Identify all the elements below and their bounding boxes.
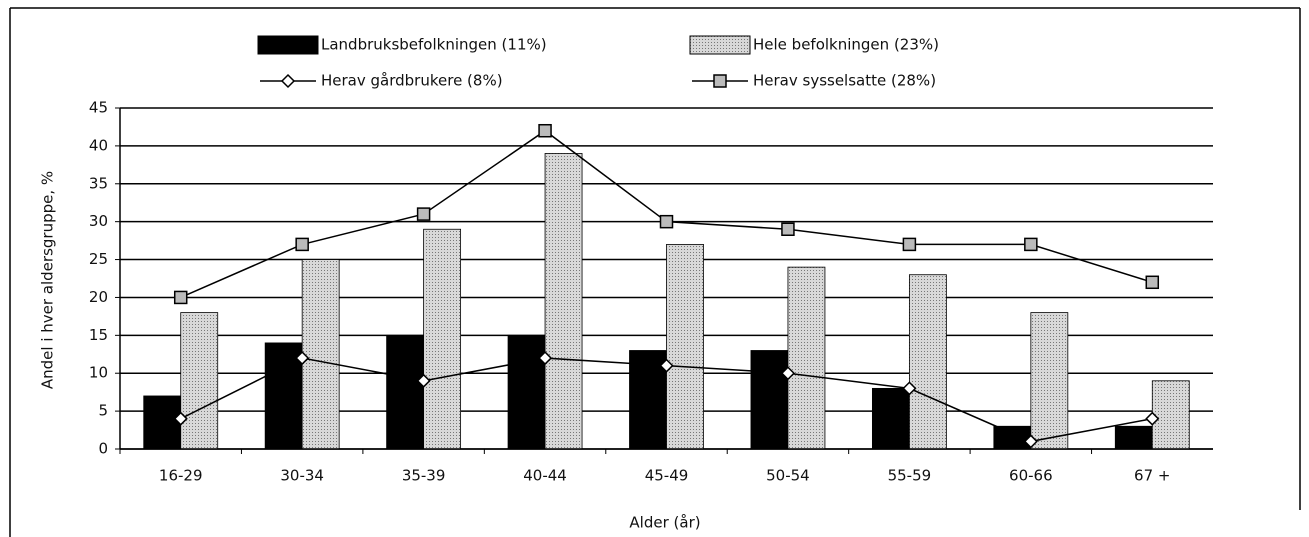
x-tick-label: 16-29 (159, 467, 203, 485)
y-tick-label: 40 (89, 136, 108, 154)
bar (180, 312, 219, 450)
bar (629, 350, 667, 450)
bar (787, 266, 826, 450)
legend-label: Landbruksbefolkningen (11%) (321, 36, 547, 54)
marker (659, 358, 674, 373)
marker (1145, 411, 1160, 426)
marker (659, 214, 674, 229)
x-tick-label: 60-66 (1009, 467, 1053, 485)
marker (781, 222, 795, 236)
bar (1030, 312, 1069, 450)
legend-label: Herav gårdbrukere (8%) (321, 72, 503, 90)
marker (416, 373, 431, 388)
y-tick-label: 0 (98, 440, 108, 458)
marker (1023, 434, 1038, 449)
bar (871, 387, 910, 450)
x-tick-label: 55-59 (888, 467, 932, 485)
y-tick-label: 15 (89, 326, 108, 344)
x-tick-label: 45-49 (645, 467, 689, 485)
x-tick-label: 40-44 (523, 467, 567, 485)
y-tick-label: 35 (89, 174, 108, 192)
bar (908, 274, 947, 450)
bar (544, 153, 583, 450)
bar (750, 350, 789, 450)
legend-swatch (689, 35, 751, 55)
marker (902, 381, 917, 396)
y-tick-label: 5 (98, 402, 108, 420)
marker (173, 290, 188, 305)
bar (1114, 425, 1153, 450)
marker (1145, 275, 1160, 290)
bar (386, 334, 425, 450)
marker (173, 411, 188, 426)
bar (666, 243, 704, 450)
bar (423, 228, 462, 450)
y-tick-label: 25 (89, 250, 108, 268)
marker (416, 207, 431, 221)
marker (537, 351, 553, 366)
marker (538, 123, 552, 138)
y-tick-label: 20 (89, 288, 108, 306)
x-tick-label: 67 + (1134, 467, 1170, 485)
marker (295, 351, 310, 366)
y-tick-label: 45 (89, 99, 108, 117)
bar (507, 334, 546, 450)
y-tick-label: 30 (89, 212, 108, 230)
bar (143, 395, 182, 450)
x-tick-label: 30-34 (280, 467, 324, 485)
y-tick-label: 10 (89, 364, 108, 382)
x-tick-label: 35-39 (402, 467, 446, 485)
legend-label: Hele befolkningen (23%) (753, 36, 939, 54)
y-axis-label: Andel i hver aldersgruppe, % (39, 171, 57, 389)
bar (301, 259, 340, 450)
legend-swatch (257, 35, 319, 55)
bar (1151, 380, 1190, 450)
marker (280, 73, 296, 89)
marker (1024, 237, 1038, 252)
marker (713, 74, 727, 88)
marker (780, 366, 796, 381)
legend-label: Herav sysselsatte (28%) (753, 72, 936, 90)
bar (993, 425, 1032, 450)
marker (902, 237, 917, 252)
x-axis-label: Alder (år) (629, 514, 700, 532)
marker (295, 237, 309, 252)
x-tick-label: 50-54 (766, 467, 810, 485)
